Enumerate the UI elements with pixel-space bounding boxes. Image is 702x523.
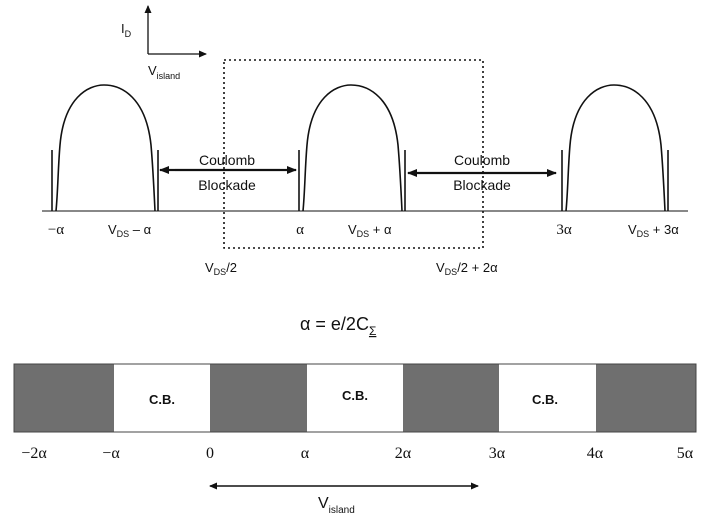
cb-label-3: C.B. [532, 392, 558, 407]
axis-legend-y-label: ID [121, 21, 132, 39]
cb-label-2: C.B. [342, 388, 368, 403]
v-island-arrow: Visland [209, 482, 479, 516]
coulomb-blockade-1: Coulomb Blockade [159, 152, 297, 193]
alpha-equation: α = e/2CΣ [300, 314, 376, 338]
axis-legend: ID Visland [121, 5, 207, 81]
tick-zero: 0 [206, 445, 214, 462]
current-peak-2 [298, 84, 406, 212]
label-vds-minus-alpha: VDS – α [108, 222, 152, 239]
label-alpha: α [296, 222, 304, 238]
bar-segment-conducting [14, 364, 114, 432]
tick-5alpha: 5α [677, 445, 694, 462]
tick-neg-2alpha: −2α [21, 445, 47, 462]
blockade-2-line1: Coulomb [454, 152, 510, 168]
label-vds-plus-3alpha: VDS + 3α [628, 222, 679, 239]
label-vds-plus-alpha: VDS + α [348, 222, 392, 239]
label-neg-alpha: −α [48, 222, 64, 238]
current-peak-3 [561, 84, 669, 212]
bar-segment-cb [114, 364, 210, 432]
cb-label-1: C.B. [149, 392, 175, 407]
tick-3alpha: 3α [489, 445, 506, 462]
top-axis-labels: −α VDS – α α VDS + α 3α VDS + 3α [48, 222, 679, 239]
bar-segment-conducting [210, 364, 307, 432]
blockade-bar: C.B. C.B. C.B. [13, 363, 697, 433]
tick-alpha: α [301, 445, 310, 462]
blockade-1-line2: Blockade [198, 177, 256, 193]
bar-segment-cb [499, 364, 596, 432]
blockade-2-line2: Blockade [453, 177, 511, 193]
axis-legend-x-label: Visland [148, 63, 180, 81]
blockade-1-line1: Coulomb [199, 152, 255, 168]
bar-segment-conducting [403, 364, 499, 432]
bar-segment-cb [307, 364, 403, 432]
label-vds-half-plus-2alpha: VDS/2 + 2α [436, 260, 498, 277]
tick-2alpha: 2α [395, 445, 412, 462]
current-peak-1 [51, 84, 159, 212]
bar-segment-conducting [596, 364, 696, 432]
label-vds-half: VDS/2 [205, 260, 237, 277]
tick-4alpha: 4α [587, 445, 604, 462]
v-island-label: Visland [318, 495, 355, 516]
bar-tick-labels: −2α −α 0 α 2α 3α 4α 5α [21, 445, 694, 462]
label-three-alpha: 3α [556, 222, 572, 238]
tick-neg-alpha: −α [102, 445, 120, 462]
dotted-window-box [223, 59, 484, 249]
coulomb-blockade-2: Coulomb Blockade [407, 152, 557, 193]
